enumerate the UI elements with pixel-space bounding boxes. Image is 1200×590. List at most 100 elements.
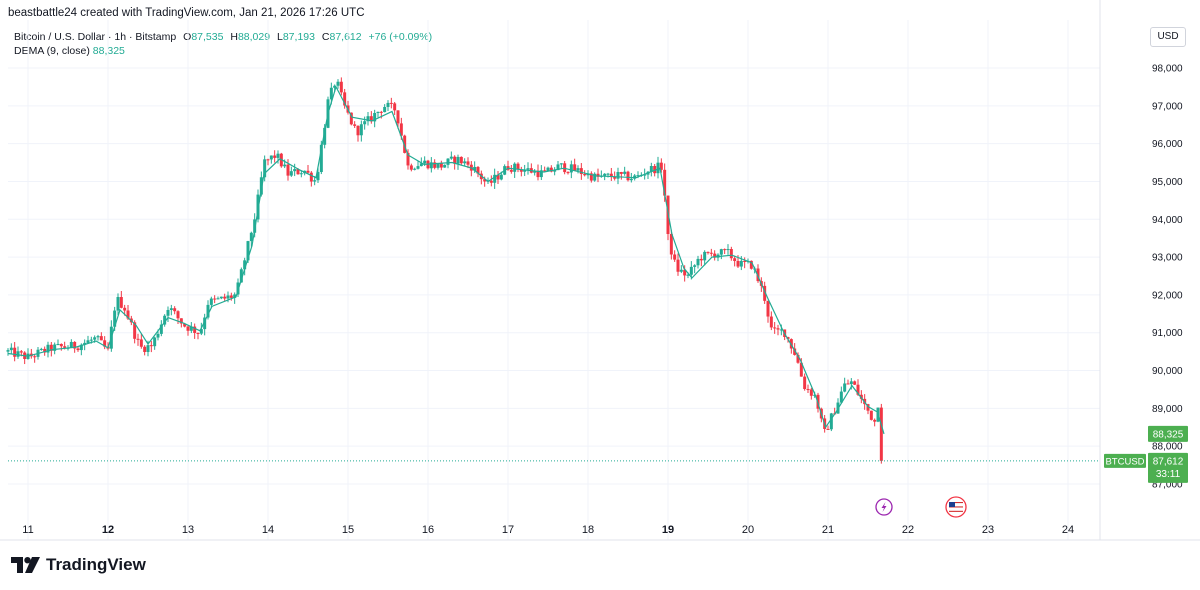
candle-body [576, 168, 580, 171]
legend-ohlc-row[interactable]: Bitcoin / U.S. Dollar · 1h · Bitstamp O8… [14, 30, 432, 44]
us-flag-icon[interactable] [945, 496, 967, 518]
candle-body [869, 410, 873, 420]
candle-body [846, 383, 850, 385]
candle-body [773, 327, 777, 329]
candle-body [539, 170, 543, 178]
candle-body [649, 166, 653, 172]
candle-body [476, 166, 480, 174]
candle-body [553, 170, 557, 172]
candle-body [9, 347, 13, 351]
candle-body [269, 155, 273, 160]
candle-body [806, 389, 810, 391]
dema-line[interactable] [7, 85, 885, 435]
tradingview-logo[interactable]: TradingView [11, 555, 146, 575]
candle-body [153, 337, 157, 347]
candle-body [139, 339, 143, 347]
candle-body [859, 394, 863, 399]
candle-body [849, 381, 853, 385]
candle-body [283, 164, 287, 167]
candle-body [526, 168, 530, 170]
candle-body [389, 102, 393, 104]
candle-body [276, 153, 280, 158]
time-tick-label: 16 [422, 524, 434, 536]
price-tick-label: 95,000 [1152, 177, 1183, 188]
candle-body [676, 259, 680, 272]
candle-body [473, 166, 477, 171]
legend-open-value: 87,535 [191, 31, 224, 43]
candle-body [653, 166, 657, 174]
candle-body [543, 170, 547, 172]
candle-body [229, 295, 233, 298]
candle-body [193, 326, 197, 333]
candle-body [683, 269, 687, 276]
candle-body [293, 169, 297, 172]
candle-body [99, 336, 103, 341]
candle-body [149, 345, 153, 347]
candle-body [663, 169, 667, 196]
candle-body [233, 294, 237, 298]
candle-body [373, 112, 377, 122]
candle-body [186, 326, 190, 331]
lightning-icon[interactable] [875, 498, 893, 516]
candle-body [463, 161, 467, 164]
time-tick-label: 21 [822, 524, 834, 536]
candle-body [533, 170, 537, 173]
candle-body [83, 342, 87, 345]
candle-body [623, 171, 627, 174]
candle-body [263, 159, 267, 178]
candle-body [243, 260, 247, 270]
candle-body [369, 116, 373, 122]
candle-body [273, 155, 277, 158]
candle-body [726, 249, 730, 251]
chart-grid [8, 20, 1100, 540]
candle-body [466, 161, 470, 165]
tradingview-wordmark: TradingView [46, 555, 146, 574]
candle-body [606, 173, 610, 175]
candle-body [809, 389, 813, 396]
candle-body [626, 171, 630, 181]
candle-body [686, 274, 690, 276]
price-tick-label: 89,000 [1152, 404, 1183, 415]
legend-symbol[interactable]: Bitcoin / U.S. Dollar · 1h · Bitstamp [14, 31, 177, 43]
candle-body [843, 383, 847, 392]
candle-body [573, 164, 577, 171]
legend-low-label: L [277, 31, 283, 43]
candle-body [89, 339, 93, 341]
candle-body [643, 174, 647, 176]
time-tick-label: 23 [982, 524, 994, 536]
symbol-badge-label: BTCUSD [1105, 456, 1144, 467]
candle-body [116, 297, 120, 311]
time-tick-label: 20 [742, 524, 754, 536]
candle-body [736, 261, 740, 267]
time-tick-label: 15 [342, 524, 354, 536]
candle-body [179, 318, 183, 324]
candle-body [443, 164, 447, 168]
candle-body [446, 158, 450, 165]
time-tick-label: 24 [1062, 524, 1074, 536]
candle-body [733, 258, 737, 262]
candle-body [449, 156, 453, 159]
currency-button[interactable]: USD [1150, 27, 1186, 47]
candle-body [693, 265, 697, 267]
candle-body [609, 173, 613, 178]
candle-body [56, 343, 60, 345]
candle-body [13, 347, 17, 357]
candle-body [53, 344, 57, 351]
candle-body [33, 356, 37, 358]
legend-close-label: C [321, 31, 330, 43]
candle-body [6, 350, 10, 352]
candle-body [396, 110, 400, 124]
dema-price-label: 88,325 [1153, 429, 1184, 440]
candle-body [306, 170, 310, 173]
candle-body [556, 164, 560, 171]
legend-indicator-row[interactable]: DEMA (9, close) 88,325 [14, 44, 432, 58]
price-tick-label: 98,000 [1152, 64, 1183, 75]
candle-body [156, 333, 160, 338]
candle-body [93, 337, 97, 340]
legend-indicator-name[interactable]: DEMA (9, close) [14, 45, 90, 57]
candle-body [709, 252, 713, 254]
candle-body [439, 163, 443, 168]
candle-body [356, 125, 360, 136]
candle-body [366, 116, 370, 122]
